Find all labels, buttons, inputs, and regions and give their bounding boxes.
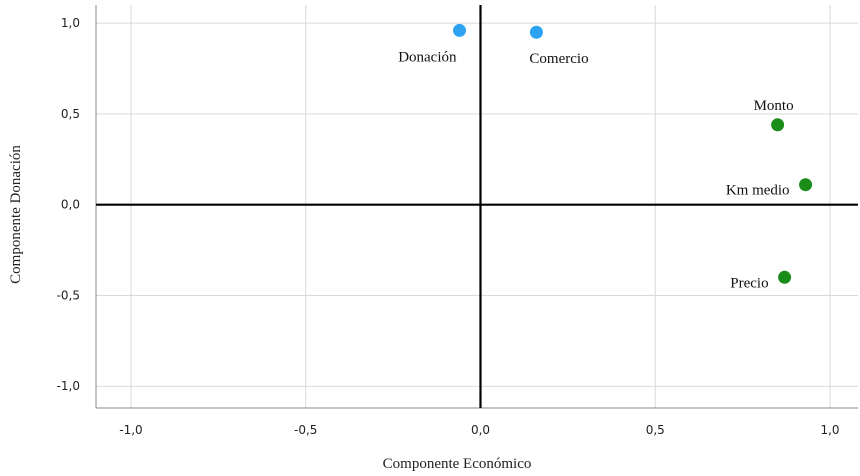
y-tick-label: -1,0 [57, 379, 80, 393]
x-tick-label: 0,5 [646, 423, 665, 437]
data-points [453, 23, 813, 284]
data-point [799, 178, 813, 192]
point-label: Monto [754, 98, 794, 114]
x-tick-label: -0,5 [294, 423, 317, 437]
x-tick-label: 1,0 [820, 423, 839, 437]
plot-frame [95, 5, 858, 409]
x-tick-labels: -1,0 -0,5 0,0 0,5 1,0 [119, 423, 839, 437]
point-label: Donación [398, 49, 457, 65]
zero-axes [96, 5, 858, 408]
y-tick-label: 1,0 [61, 16, 80, 30]
y-tick-label: -0,5 [57, 288, 80, 302]
data-point [529, 25, 543, 39]
point-label: Precio [730, 275, 768, 291]
x-tick-label: 0,0 [471, 423, 490, 437]
point-label: Comercio [529, 51, 588, 67]
y-tick-label: 0,0 [61, 198, 80, 212]
data-point [778, 270, 792, 284]
point-labels: Donación Comercio Monto Km medio Precio [398, 49, 793, 291]
y-tick-label: 0,5 [61, 107, 80, 121]
x-tick-label: -1,0 [119, 423, 142, 437]
grid [96, 5, 858, 408]
y-tick-labels: 1,0 0,5 0,0 -0,5 -1,0 [57, 16, 80, 393]
data-point [453, 23, 467, 37]
point-label: Km medio [726, 183, 790, 199]
y-axis-title: Componente Donación [8, 145, 24, 284]
x-axis-title: Componente Económico [383, 456, 532, 472]
data-point [771, 118, 785, 132]
